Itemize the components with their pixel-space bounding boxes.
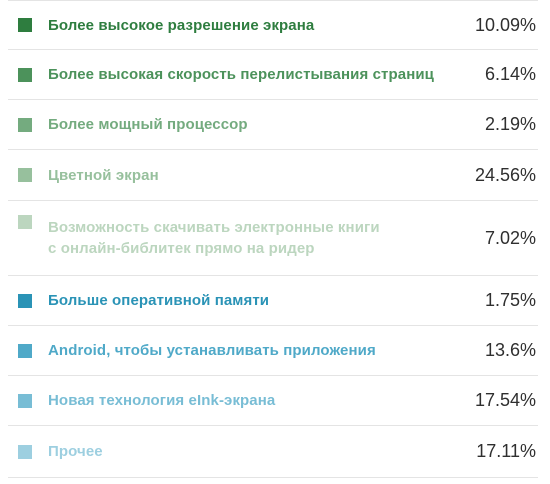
legend-swatch bbox=[18, 343, 32, 358]
legend-label: Более мощный процессор bbox=[48, 116, 248, 133]
legend-label: Android, чтобы устанавливать приложения bbox=[48, 342, 376, 359]
legend-swatch bbox=[18, 444, 32, 459]
legend-label: Новая технология eInk-экрана bbox=[48, 392, 276, 409]
legend-label: Более высокое разрешение экрана bbox=[48, 16, 315, 34]
legend-value: 24.56% bbox=[474, 164, 536, 185]
legend-value: 13.6% bbox=[484, 340, 536, 360]
legend-label: Возможность скачивать электронные книги с… bbox=[48, 219, 380, 257]
legend-row: Более высокая скорость перелистывания ст… bbox=[8, 50, 538, 100]
legend-swatch bbox=[18, 215, 32, 229]
legend-value: 6.14% bbox=[484, 64, 536, 84]
legend-row: Android, чтобы устанавливать приложения 1… bbox=[8, 326, 538, 376]
legend-value: 10.09% bbox=[474, 14, 536, 35]
legend-row: Более мощный процессор 2.19% bbox=[8, 100, 538, 150]
legend-value: 1.75% bbox=[484, 290, 536, 310]
legend-label: Прочее bbox=[48, 443, 103, 460]
legend-label: Более высокая скорость перелистывания ст… bbox=[48, 66, 434, 83]
legend-value: 7.02% bbox=[484, 227, 536, 248]
legend-row: Возможность скачивать электронные книги с… bbox=[8, 201, 538, 276]
legend-label: Больше оперативной памяти bbox=[48, 292, 270, 309]
legend-value: 2.19% bbox=[484, 114, 536, 134]
legend-label: Цветной экран bbox=[48, 166, 159, 184]
legend-swatch bbox=[18, 117, 32, 132]
legend-row: Более высокое разрешение экрана 10.09% bbox=[8, 0, 538, 50]
legend-row: Прочее 17.11% bbox=[8, 426, 538, 478]
legend-swatch bbox=[18, 18, 32, 32]
legend-row: Больше оперативной памяти 1.75% bbox=[8, 276, 538, 326]
legend-swatch bbox=[18, 168, 32, 182]
legend-row: Цветной экран 24.56% bbox=[8, 150, 538, 201]
legend-swatch bbox=[18, 393, 32, 408]
legend-value: 17.54% bbox=[474, 390, 536, 410]
legend-row: Новая технология eInk-экрана 17.54% bbox=[8, 376, 538, 426]
legend-value: 17.11% bbox=[476, 441, 536, 461]
legend-swatch bbox=[18, 67, 32, 82]
legend-swatch bbox=[18, 293, 32, 308]
